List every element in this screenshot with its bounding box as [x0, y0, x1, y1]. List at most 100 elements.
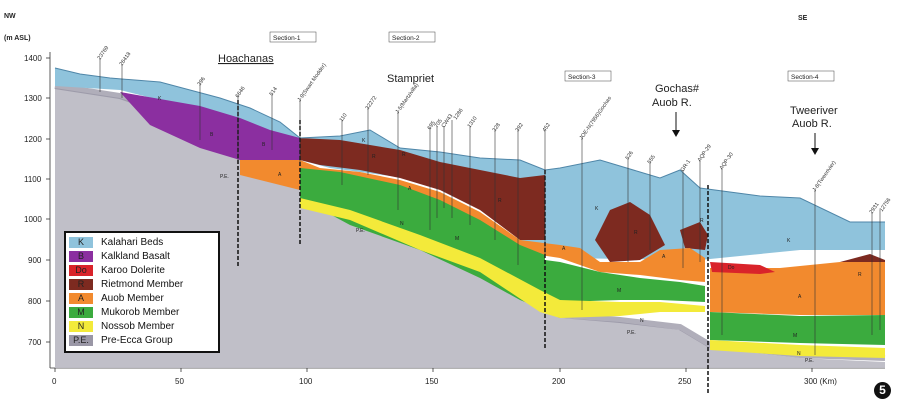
- y-tick: 1100: [24, 175, 42, 184]
- y-tick: 1200: [24, 135, 42, 144]
- figure-number-badge: 5: [874, 382, 891, 399]
- se-label: SE: [798, 15, 808, 22]
- unit-b: B: [262, 142, 266, 148]
- section-4-label: Section-4: [791, 74, 819, 81]
- unit-k: K: [787, 238, 791, 244]
- x-tick: 200: [552, 377, 566, 386]
- layer-mukorob-2: [710, 312, 885, 345]
- unit-r: R: [498, 198, 502, 204]
- unit-a: A: [408, 186, 412, 192]
- well-label: 555: [647, 154, 657, 165]
- well-label: JOE-N(7956)Gochas: [579, 95, 614, 141]
- place-stampriet: Stampriet: [387, 73, 434, 85]
- unit-r: R: [634, 230, 638, 236]
- unit-pe: P.E.: [220, 174, 229, 180]
- well-label: 396: [197, 76, 207, 87]
- legend-swatch: A: [69, 293, 93, 304]
- x-tick: 100: [299, 377, 313, 386]
- y-tick: 800: [28, 297, 42, 306]
- legend-swatch: R: [69, 279, 93, 290]
- unit-n: N: [640, 318, 644, 324]
- legend-item-pre-ecca: P.E. Pre-Ecca Group: [69, 335, 217, 347]
- well-label: 32272: [365, 95, 379, 111]
- unit-pe: P.E.: [805, 358, 814, 364]
- y-tick: 1300: [24, 94, 42, 103]
- well-label: 23769: [97, 45, 111, 61]
- layer-rietmond-3: [680, 222, 708, 250]
- y-tick: 1000: [24, 215, 42, 224]
- unit-m: M: [793, 333, 797, 339]
- unit-do: Do: [728, 265, 735, 271]
- well-lines: [99, 58, 881, 355]
- nw-label: NW: [4, 13, 16, 20]
- unit-n: N: [797, 351, 801, 357]
- legend-label: Nossob Member: [101, 321, 175, 332]
- unit-a: A: [662, 254, 666, 260]
- x-tick: 0: [52, 377, 57, 386]
- well-label: 110: [339, 113, 349, 124]
- unit-a: A: [278, 172, 282, 178]
- unit-r: R: [372, 154, 376, 160]
- y-tick: 900: [28, 256, 42, 265]
- arrow-auob-1-head: [672, 130, 680, 137]
- section-1-label: Section-1: [273, 35, 301, 42]
- legend-swatch: P.E.: [69, 335, 93, 346]
- well-label: 526: [625, 150, 635, 161]
- unit-r: R: [858, 272, 862, 278]
- well-label: 452: [542, 122, 552, 133]
- layer-mukorob: [300, 168, 705, 310]
- arrow-auob-2-head: [811, 148, 819, 155]
- layer-nossob: [300, 198, 705, 318]
- legend-swatch: M: [69, 307, 93, 318]
- legend-swatch: Do: [69, 265, 93, 276]
- legend-item-dolerite: Do Karoo Dolerite: [69, 265, 217, 277]
- well-label: J-8(Tweerivier): [812, 160, 838, 193]
- legend-label: Karoo Dolerite: [101, 265, 165, 276]
- well-label: 705: [434, 118, 444, 129]
- legend-label: Mukorob Member: [101, 307, 180, 318]
- place-auob-1: Auob R.: [652, 97, 692, 109]
- well-label: 392: [515, 122, 525, 133]
- legend-label: Pre-Ecca Group: [101, 335, 173, 346]
- well-label: AQP-30: [719, 152, 735, 171]
- well-label: 6646: [235, 86, 247, 99]
- unit-m: M: [617, 288, 621, 294]
- layer-rietmond-2: [595, 202, 665, 262]
- x-tick: 250: [678, 377, 692, 386]
- unit-n: N: [400, 221, 404, 227]
- well-label: AQP-29: [697, 144, 713, 163]
- well-label: 1286: [453, 108, 465, 121]
- layer-basalt: [120, 92, 305, 160]
- layer-rietmond: [300, 138, 545, 240]
- legend: K Kalahari Beds B Kalkland Basalt Do Kar…: [64, 231, 220, 353]
- legend-item-mukorob: M Mukorob Member: [69, 307, 217, 319]
- unit-b: B: [210, 132, 214, 138]
- unit-r: R: [700, 218, 704, 224]
- well-label: 514: [269, 86, 279, 97]
- unit-pe: P.E.: [627, 330, 636, 336]
- place-labels: Hoachanas Stampriet Gochas# Auob R. Twee…: [218, 53, 838, 155]
- legend-item-rietmond: R Rietmond Member: [69, 279, 217, 291]
- unit-a: A: [562, 246, 566, 252]
- well-label: 2931: [869, 202, 881, 215]
- layer-nossob-2: [710, 340, 885, 358]
- well-label: CW43: [441, 113, 455, 129]
- legend-swatch: K: [69, 237, 93, 248]
- unit-k: K: [362, 138, 366, 144]
- section-3-label: Section-3: [568, 74, 596, 81]
- place-gochas: Gochas#: [655, 83, 700, 95]
- unit-a: A: [798, 294, 802, 300]
- x-axis: 0 50 100 150 200 250 300 (Km): [50, 367, 885, 386]
- y-axis: 1400 1300 1200 1100 1000 900 800 700: [24, 52, 51, 368]
- unit-labels: K B B P.E. A K R R A P.E. N M R K A R A …: [158, 96, 862, 364]
- unit-r: R: [402, 152, 406, 158]
- legend-label: Auob Member: [101, 293, 164, 304]
- legend-label: Kalkland Basalt: [101, 251, 170, 262]
- section-2-label: Section-2: [392, 35, 420, 42]
- well-label: 695: [427, 120, 437, 131]
- well-label: 328: [492, 122, 502, 133]
- layer-auob-2: [710, 262, 885, 315]
- legend-item-basalt: B Kalkland Basalt: [69, 251, 217, 263]
- well-label: GR-1: [680, 159, 692, 173]
